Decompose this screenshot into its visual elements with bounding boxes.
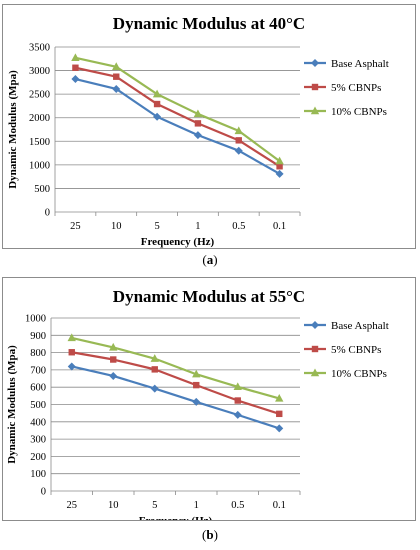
y-axis-label: Dynamic Modulus (Mpa) — [7, 70, 19, 189]
chart-panel-a: Dynamic Modulus at 40°C 0 500 1000 1500 2000 2… — [2, 4, 416, 249]
series-line — [75, 66, 281, 168]
caption-a: (a) — [202, 252, 218, 267]
x-tick-label: 5 — [152, 500, 157, 511]
data-point — [71, 75, 80, 84]
data-point — [68, 349, 75, 356]
chart-b: Dynamic Modulus at 55°C 0 100 200 300 400 500 6… — [6, 287, 389, 520]
data-point — [109, 342, 118, 351]
data-point — [71, 53, 80, 62]
chart-title: Dynamic Modulus at 40°C — [113, 14, 305, 33]
y-tick-label: 1000 — [29, 160, 50, 171]
y-tick-label: 0 — [41, 487, 46, 498]
data-point — [194, 120, 202, 127]
y-tick-label: 1500 — [29, 137, 50, 148]
data-point — [276, 410, 283, 418]
legend-marker — [311, 345, 319, 353]
legend-label: 5% CBNPs — [331, 344, 381, 356]
y-tick-label: 200 — [30, 452, 46, 463]
series-line — [71, 365, 280, 430]
y-tick-label: 500 — [34, 184, 50, 195]
series-line — [75, 77, 281, 175]
x-tick-label: 10 — [111, 221, 122, 232]
legend-label: Base Asphalt — [331, 320, 389, 332]
chart-title: Dynamic Modulus at 55°C — [113, 287, 305, 306]
data-point — [150, 384, 159, 393]
y-tick-label: 0 — [45, 208, 50, 219]
legend-label: 10% CBNPs — [331, 106, 387, 118]
data-point — [275, 393, 284, 402]
x-tick-label: 25 — [67, 500, 78, 511]
y-tick-label: 900 — [30, 331, 46, 342]
chart-a: Dynamic Modulus at 40°C 0 500 1000 1500 2000 2… — [7, 14, 389, 248]
legend-marker — [310, 368, 320, 377]
x-tick-label: 25 — [70, 221, 81, 232]
y-tick-label: 100 — [30, 469, 46, 480]
legend-label: 10% CBNPs — [331, 368, 387, 380]
data-point — [192, 397, 201, 406]
x-axis-label: Frequency (Hz) — [141, 236, 215, 248]
y-tick-label: 3500 — [29, 43, 50, 54]
data-point — [153, 100, 161, 108]
data-point — [193, 131, 202, 140]
data-point — [275, 424, 284, 433]
y-tick-label: 300 — [30, 435, 46, 446]
x-tick-label: 10 — [108, 500, 119, 511]
data-point — [112, 84, 121, 93]
data-point — [153, 112, 162, 121]
y-tick-label: 3000 — [29, 66, 50, 77]
y-tick-label: 2000 — [29, 113, 50, 124]
x-tick-label: 1 — [194, 500, 199, 511]
legend-label: 5% CBNPs — [331, 82, 381, 94]
data-point — [152, 89, 162, 98]
caption-a-letter: a — [206, 252, 214, 267]
data-point — [67, 362, 76, 371]
legend-marker — [311, 59, 319, 67]
data-point — [233, 382, 242, 391]
chart-panel-b: Dynamic Modulus at 55°C 0 100 200 300 400 500 6… — [2, 277, 416, 521]
series-line — [75, 56, 281, 162]
y-tick-label: 1000 — [25, 314, 46, 325]
y-tick-label: 800 — [30, 348, 46, 359]
data-point — [276, 163, 283, 170]
data-point — [110, 356, 117, 363]
x-tick-label: 0.1 — [273, 500, 286, 511]
y-axis-label: Dynamic Modulus (Mpa) — [6, 345, 18, 464]
y-tick-label: 500 — [30, 400, 46, 411]
legend-marker — [311, 321, 319, 329]
x-tick-label: 5 — [154, 221, 159, 232]
data-point — [234, 126, 243, 135]
data-point — [151, 366, 158, 373]
legend-label: Base Asphalt — [331, 58, 389, 70]
data-point — [193, 109, 203, 118]
y-tick-label: 700 — [30, 365, 46, 376]
data-point — [67, 333, 76, 342]
data-point — [72, 64, 79, 71]
data-point — [275, 156, 284, 165]
y-tick-label: 2500 — [29, 90, 50, 101]
data-point — [192, 369, 201, 378]
y-tick-label: 400 — [30, 417, 46, 428]
caption-b: (b) — [202, 527, 218, 542]
data-point — [235, 137, 242, 144]
legend-marker — [311, 83, 319, 91]
series-line — [71, 351, 280, 415]
data-point — [233, 410, 242, 419]
data-point — [112, 62, 121, 70]
legend-marker — [310, 106, 320, 115]
data-point — [109, 371, 118, 380]
x-tick-label: 0.1 — [273, 221, 286, 232]
x-tick-label: 0.5 — [231, 500, 244, 511]
data-point — [113, 73, 120, 80]
y-tick-label: 600 — [30, 383, 46, 394]
x-axis-label: Frequency (Hz) — [139, 515, 213, 520]
data-point — [193, 381, 200, 389]
caption-b-letter: b — [206, 527, 214, 542]
data-point — [275, 169, 284, 178]
data-point — [234, 146, 243, 155]
data-point — [150, 354, 159, 362]
x-tick-label: 1 — [195, 221, 200, 232]
data-point — [234, 397, 241, 404]
x-tick-label: 0.5 — [232, 221, 245, 232]
series-line — [71, 336, 280, 400]
